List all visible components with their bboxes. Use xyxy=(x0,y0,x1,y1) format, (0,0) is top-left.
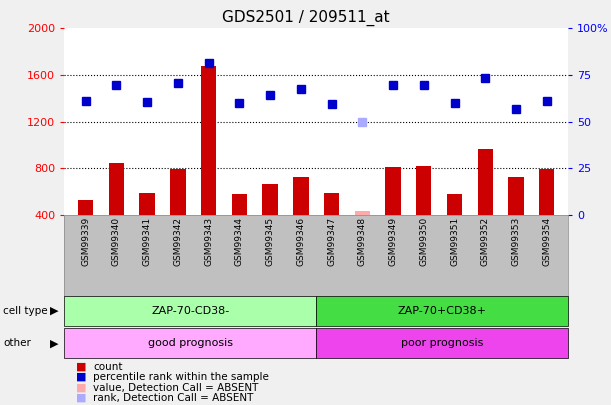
Bar xyxy=(201,66,216,215)
Bar xyxy=(508,177,524,215)
Bar xyxy=(447,194,462,215)
Text: GDS2501 / 209511_at: GDS2501 / 209511_at xyxy=(222,10,389,26)
Text: other: other xyxy=(3,338,31,348)
Text: GSM99354: GSM99354 xyxy=(542,217,551,266)
Text: GSM99346: GSM99346 xyxy=(296,217,306,266)
Bar xyxy=(354,211,370,215)
Bar xyxy=(416,166,431,215)
Text: GSM99347: GSM99347 xyxy=(327,217,336,266)
Text: poor prognosis: poor prognosis xyxy=(401,338,483,348)
Bar xyxy=(386,167,401,215)
Bar xyxy=(478,149,493,215)
Bar xyxy=(293,177,309,215)
Text: ZAP-70+CD38+: ZAP-70+CD38+ xyxy=(398,306,487,316)
Text: ▶: ▶ xyxy=(49,306,58,316)
Text: good prognosis: good prognosis xyxy=(148,338,233,348)
Bar xyxy=(78,200,93,215)
Text: ZAP-70-CD38-: ZAP-70-CD38- xyxy=(151,306,229,316)
Text: cell type: cell type xyxy=(3,306,48,316)
Text: GSM99345: GSM99345 xyxy=(266,217,274,266)
Text: GSM99352: GSM99352 xyxy=(481,217,490,266)
Text: GSM99341: GSM99341 xyxy=(142,217,152,266)
Text: value, Detection Call = ABSENT: value, Detection Call = ABSENT xyxy=(93,383,259,392)
Text: GSM99349: GSM99349 xyxy=(389,217,398,266)
Text: GSM99344: GSM99344 xyxy=(235,217,244,266)
Text: GSM99350: GSM99350 xyxy=(419,217,428,266)
Text: ■: ■ xyxy=(76,383,87,392)
Bar xyxy=(316,328,568,358)
Text: GSM99343: GSM99343 xyxy=(204,217,213,266)
Text: GSM99351: GSM99351 xyxy=(450,217,459,266)
Bar xyxy=(170,169,186,215)
Text: GSM99339: GSM99339 xyxy=(81,217,90,266)
Text: rank, Detection Call = ABSENT: rank, Detection Call = ABSENT xyxy=(93,393,254,403)
Text: ▶: ▶ xyxy=(49,338,58,348)
Bar xyxy=(262,184,278,215)
Text: GSM99342: GSM99342 xyxy=(174,217,182,266)
Bar xyxy=(539,169,554,215)
Text: count: count xyxy=(93,362,123,371)
Bar xyxy=(64,328,316,358)
Bar xyxy=(316,296,568,326)
Bar xyxy=(324,192,339,215)
Bar xyxy=(64,296,316,326)
Bar xyxy=(232,194,247,215)
Text: ■: ■ xyxy=(76,393,87,403)
Bar xyxy=(109,164,124,215)
Text: GSM99353: GSM99353 xyxy=(511,217,521,266)
Text: ■: ■ xyxy=(76,362,87,371)
Text: percentile rank within the sample: percentile rank within the sample xyxy=(93,372,269,382)
Text: GSM99340: GSM99340 xyxy=(112,217,121,266)
Bar xyxy=(139,192,155,215)
Text: ■: ■ xyxy=(76,372,87,382)
Text: GSM99348: GSM99348 xyxy=(358,217,367,266)
